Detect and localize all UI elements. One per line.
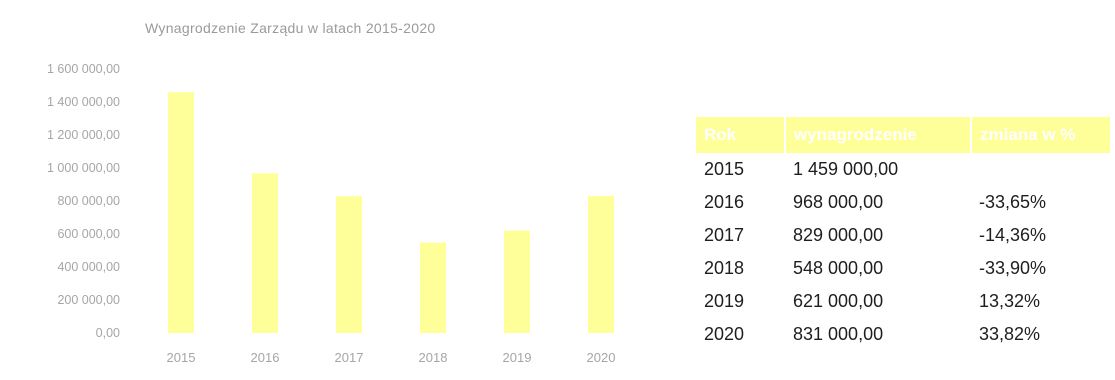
x-axis: 2015 2016 2017 2018 2019 2020 <box>167 350 616 365</box>
header-salary: wynagrodzenie <box>785 117 972 153</box>
bar-2016 <box>252 173 278 333</box>
cell-change: 33,82% <box>979 324 1041 344</box>
bar-2019 <box>504 230 530 333</box>
x-tick-label: 2019 <box>503 350 532 365</box>
y-tick-label: 1 200 000,00 <box>47 128 120 142</box>
cell-year: 2019 <box>704 291 745 311</box>
x-tick-label: 2016 <box>251 350 280 365</box>
cell-salary: 831 000,00 <box>793 324 884 344</box>
y-tick-label: 1 400 000,00 <box>47 95 120 109</box>
cell-year: 2016 <box>704 192 745 212</box>
cell-change <box>971 153 1111 186</box>
header-change: zmiana w % <box>971 117 1112 153</box>
cell-salary: 621 000,00 <box>793 291 884 311</box>
y-axis: 0,00 200 000,00 400 000,00 600 000,00 800 00… <box>47 62 120 340</box>
cell-change: -14,36% <box>979 225 1047 245</box>
x-tick-label: 2018 <box>419 350 448 365</box>
salary-table: Rok wynagrodzenie zmiana w % 2015 1 459 … <box>696 117 1112 351</box>
bars <box>168 92 614 333</box>
cell-salary: 1 459 000,00 <box>793 159 899 179</box>
bar-2018 <box>420 242 446 333</box>
y-tick-label: 1 600 000,00 <box>47 62 120 76</box>
bar-2017 <box>336 196 362 333</box>
bar-chart: Wynagrodzenie Zarządu w latach 2015-2020… <box>47 20 616 365</box>
y-tick-label: 800 000,00 <box>57 194 120 208</box>
header-year: Rok <box>696 117 786 153</box>
table-header-row: Rok wynagrodzenie zmiana w % <box>696 117 1112 153</box>
y-tick-label: 1 000 000,00 <box>47 161 120 175</box>
cell-change: -33,65% <box>979 192 1047 212</box>
y-tick-label: 0,00 <box>96 326 120 340</box>
table-row: 2019 621 000,00 13,32% <box>696 285 1111 318</box>
y-tick-label: 400 000,00 <box>57 260 120 274</box>
y-tick-label: 200 000,00 <box>57 293 120 307</box>
bar-2015 <box>168 92 194 333</box>
cell-year: 2018 <box>704 258 745 278</box>
table-row: 2017 829 000,00 -14,36% <box>696 219 1111 252</box>
x-tick-label: 2020 <box>587 350 616 365</box>
cell-year: 2020 <box>704 324 745 344</box>
table-row: 2015 1 459 000,00 <box>696 153 1111 186</box>
cell-change: -33,90% <box>979 258 1047 278</box>
y-tick-label: 600 000,00 <box>57 227 120 241</box>
table-row: 2016 968 000,00 -33,65% <box>696 186 1111 219</box>
x-tick-label: 2017 <box>335 350 364 365</box>
cell-year: 2017 <box>704 225 745 245</box>
cell-salary: 968 000,00 <box>793 192 884 212</box>
x-tick-label: 2015 <box>167 350 196 365</box>
cell-salary: 829 000,00 <box>793 225 884 245</box>
table-row: 2020 831 000,00 33,82% <box>696 318 1111 351</box>
chart-title: Wynagrodzenie Zarządu w latach 2015-2020 <box>145 20 436 36</box>
cell-year: 2015 <box>704 159 745 179</box>
cell-salary: 548 000,00 <box>793 258 884 278</box>
table-row: 2018 548 000,00 -33,90% <box>696 252 1111 285</box>
cell-change: 13,32% <box>979 291 1041 311</box>
bar-2020 <box>588 195 614 333</box>
